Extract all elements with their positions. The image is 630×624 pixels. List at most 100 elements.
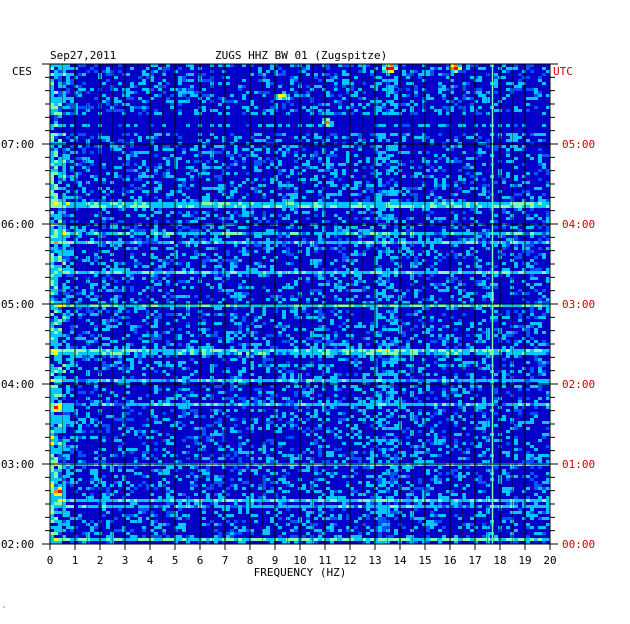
heatmap-cell	[190, 175, 194, 178]
heatmap-cell	[226, 217, 230, 220]
heatmap-cell	[230, 232, 234, 235]
heatmap-cell	[166, 235, 170, 238]
heatmap-cell	[74, 151, 78, 154]
heatmap-cell	[146, 175, 150, 178]
heatmap-cell	[274, 271, 278, 274]
heatmap-cell	[266, 349, 270, 352]
heatmap-cell	[58, 112, 62, 115]
heatmap-cell	[382, 160, 386, 163]
heatmap-cell	[434, 154, 438, 157]
heatmap-cell	[258, 148, 262, 151]
heatmap-cell	[526, 325, 530, 328]
heatmap-cell	[178, 109, 182, 112]
heatmap-cell	[138, 238, 142, 241]
heatmap-cell	[86, 277, 90, 280]
heatmap-cell	[506, 349, 510, 352]
heatmap-cell	[302, 205, 306, 208]
heatmap-cell	[254, 235, 258, 238]
heatmap-cell	[70, 202, 74, 205]
heatmap-cell	[354, 304, 358, 307]
heatmap-cell	[286, 352, 290, 355]
heatmap-cell	[258, 304, 262, 307]
heatmap-cell	[58, 238, 62, 241]
heatmap-cell	[66, 358, 70, 361]
heatmap-cell	[510, 184, 514, 187]
heatmap-cell	[146, 88, 150, 91]
heatmap-cell	[422, 358, 426, 361]
heatmap-cell	[242, 214, 246, 217]
heatmap-cell	[86, 166, 90, 169]
heatmap-cell	[66, 205, 70, 208]
heatmap-cell	[522, 190, 526, 193]
heatmap-cell	[294, 256, 298, 259]
heatmap-cell	[454, 217, 458, 220]
heatmap-cell	[338, 100, 342, 103]
heatmap-cell	[246, 220, 250, 223]
heatmap-cell	[538, 322, 542, 325]
heatmap-cell	[58, 94, 62, 97]
heatmap-cell	[186, 100, 190, 103]
heatmap-cell	[322, 118, 326, 121]
heatmap-cell	[438, 337, 442, 340]
heatmap-cell	[186, 301, 190, 304]
heatmap-cell	[62, 253, 66, 256]
heatmap-cell	[342, 205, 346, 208]
heatmap-cell	[70, 370, 74, 373]
heatmap-cell	[462, 133, 466, 136]
heatmap-cell	[534, 271, 538, 274]
heatmap-cell	[458, 205, 462, 208]
heatmap-cell	[274, 295, 278, 298]
heatmap-cell	[526, 340, 530, 343]
heatmap-cell	[522, 232, 526, 235]
heatmap-cell	[294, 154, 298, 157]
heatmap-cell	[82, 124, 86, 127]
heatmap-cell	[254, 244, 258, 247]
heatmap-cell	[218, 301, 222, 304]
heatmap-cell	[74, 178, 78, 181]
heatmap-cell	[482, 187, 486, 190]
heatmap-cell	[378, 283, 382, 286]
heatmap-cell	[94, 349, 98, 352]
heatmap-cell	[546, 247, 550, 250]
heatmap-cell	[186, 196, 190, 199]
heatmap-cell	[474, 235, 478, 238]
heatmap-cell	[510, 88, 514, 91]
heatmap-cell	[258, 349, 262, 352]
heatmap-cell	[538, 217, 542, 220]
heatmap-cell	[82, 148, 86, 151]
heatmap-cell	[70, 103, 74, 106]
heatmap-cell	[114, 145, 118, 148]
heatmap-cell	[526, 190, 530, 193]
heatmap-cell	[518, 256, 522, 259]
heatmap-cell	[58, 70, 62, 73]
heatmap-cell	[346, 343, 350, 346]
heatmap-cell	[114, 304, 118, 307]
heatmap-cell	[262, 337, 266, 340]
heatmap-cell	[326, 304, 330, 307]
heatmap-cell	[378, 343, 382, 346]
heatmap-cell	[162, 232, 166, 235]
heatmap-cell	[430, 340, 434, 343]
heatmap-cell	[282, 73, 286, 76]
heatmap-cell	[306, 73, 310, 76]
heatmap-cell	[426, 241, 430, 244]
heatmap-cell	[462, 205, 466, 208]
heatmap-cell	[350, 103, 354, 106]
heatmap-cell	[154, 229, 158, 232]
heatmap-cell	[258, 343, 262, 346]
heatmap-cell	[58, 241, 62, 244]
heatmap-cell	[494, 271, 498, 274]
heatmap-cell	[302, 310, 306, 313]
heatmap-cell	[546, 310, 550, 313]
heatmap-cell	[182, 316, 186, 319]
heatmap-cell	[478, 193, 482, 196]
heatmap-cell	[446, 202, 450, 205]
heatmap-cell	[538, 343, 542, 346]
heatmap-cell	[514, 238, 518, 241]
heatmap-cell	[314, 214, 318, 217]
heatmap-cell	[218, 340, 222, 343]
heatmap-cell	[126, 247, 130, 250]
heatmap-cell	[542, 340, 546, 343]
heatmap-cell	[62, 73, 66, 76]
heatmap-cell	[342, 79, 346, 82]
